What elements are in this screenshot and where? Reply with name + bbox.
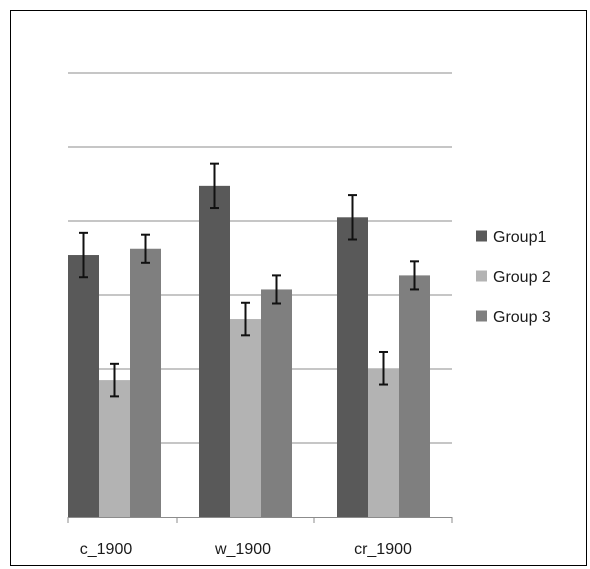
chart-frame: c_1900 w_1900 cr_1900 Group1 Group 2 Group 3: [10, 10, 587, 566]
bar: [399, 275, 430, 517]
x-tick-label: cr_1900: [354, 541, 412, 558]
x-tick-label: c_1900: [80, 541, 133, 558]
bar: [337, 217, 368, 517]
bar: [261, 289, 292, 517]
legend-swatch: [476, 231, 487, 242]
bar: [199, 186, 230, 517]
bar: [99, 380, 130, 517]
bar: [368, 368, 399, 517]
legend-swatch: [476, 311, 487, 322]
bar: [68, 255, 99, 517]
bar: [130, 249, 161, 517]
legend-label: Group 3: [493, 309, 551, 326]
legend-label: Group1: [493, 229, 546, 246]
bar-chart: c_1900 w_1900 cr_1900 Group1 Group 2 Group 3: [11, 11, 588, 567]
bar: [230, 319, 261, 517]
legend-swatch: [476, 271, 487, 282]
legend-label: Group 2: [493, 269, 551, 286]
x-tick-label: w_1900: [214, 541, 271, 558]
